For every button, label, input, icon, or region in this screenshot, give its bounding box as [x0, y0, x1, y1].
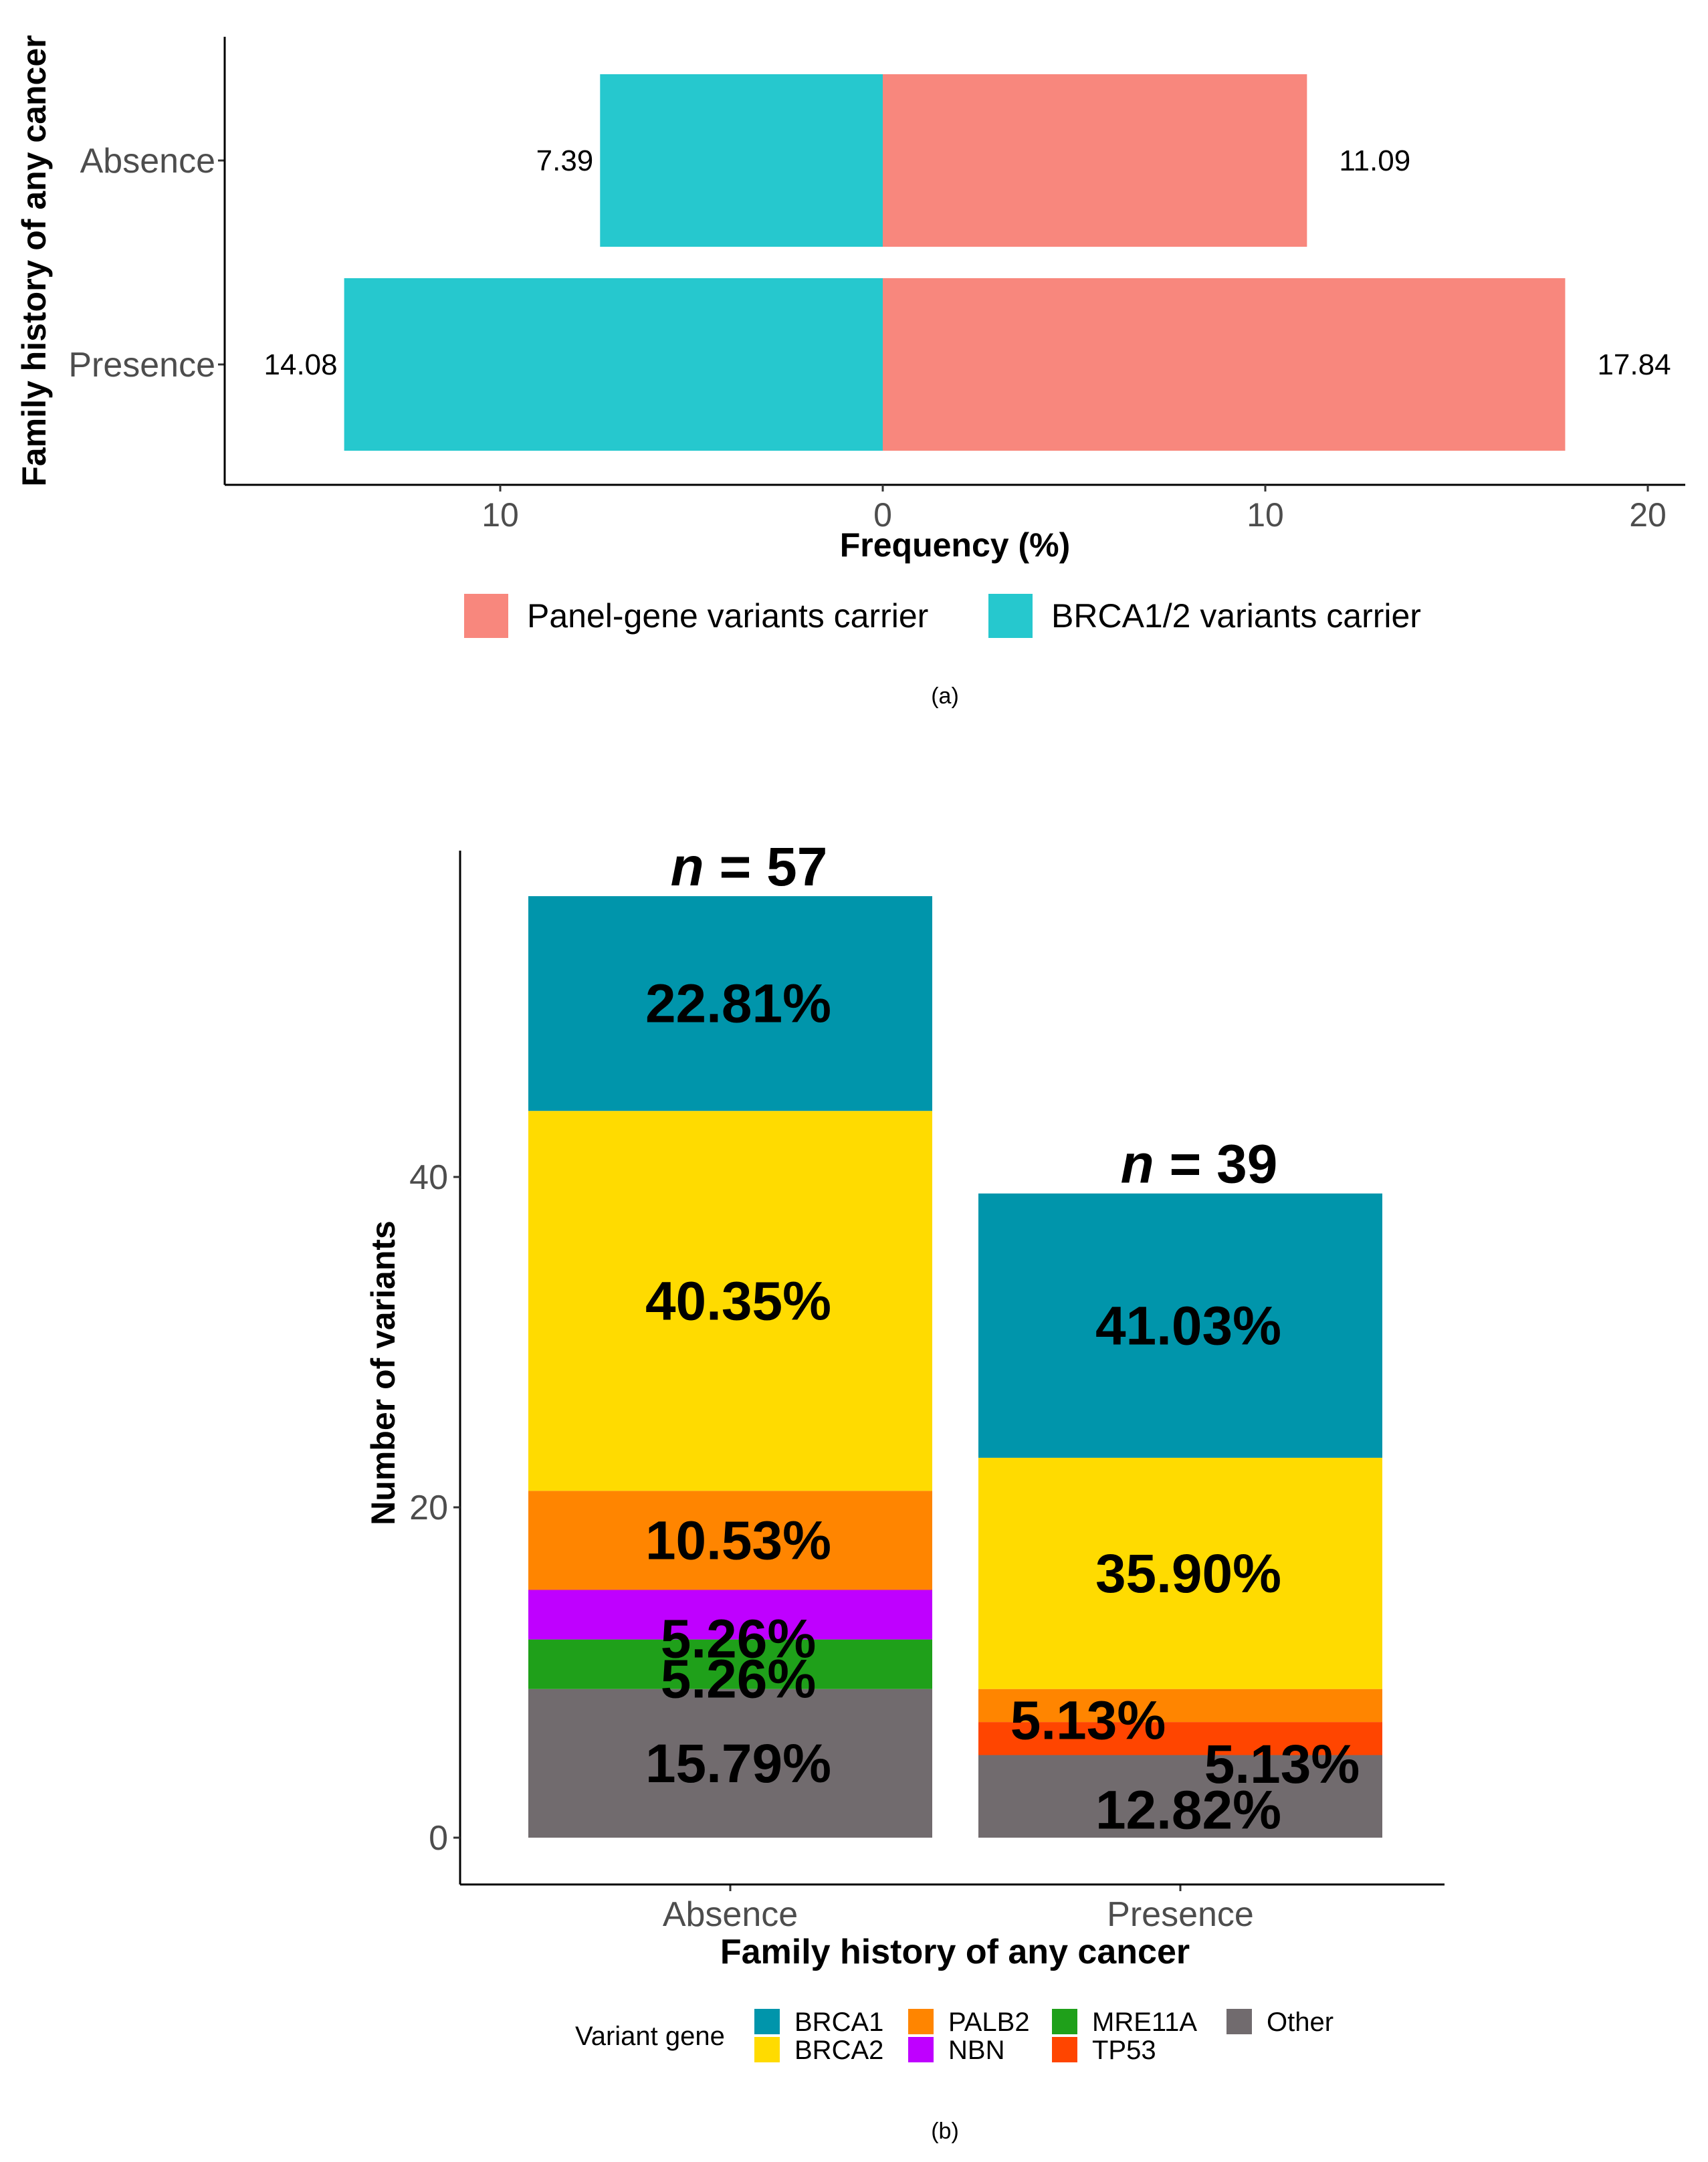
legend-swatch: [464, 594, 508, 638]
total-value: 57: [766, 837, 827, 897]
y-axis-title-a: Family history of any cancer: [15, 35, 53, 486]
legend-swatch-brca2: [754, 2037, 780, 2062]
legend-label-palb2: PALB2: [948, 2008, 1030, 2037]
bar-brca1-2-variants-carrier-presence: [344, 278, 883, 451]
legend-label-brca2: BRCA2: [794, 2036, 883, 2065]
caption-b: (b): [931, 2119, 959, 2144]
bar-panel-gene-variants-carrier-absence: [883, 74, 1307, 247]
bar-segment-other-presence: [978, 1755, 1382, 1838]
legend-swatch-other: [1226, 2009, 1252, 2034]
x-tick-label: 10: [1247, 496, 1284, 534]
segment-label-palb2-absence: 10.53%: [645, 1510, 831, 1571]
bar-segment-brca1-absence: [528, 896, 932, 1111]
x-axis-title-a: Frequency (%): [840, 526, 1071, 564]
caption-a: (a): [931, 683, 959, 709]
segment-label-brca2-absence: 40.35%: [645, 1271, 831, 1331]
segment-label-mre11a-absence: 5.26%: [661, 1649, 817, 1710]
total-n-symbol: n: [1121, 1134, 1154, 1195]
legend-label-brca1: BRCA1: [794, 2008, 883, 2037]
bar-segment-other-absence: [528, 1689, 932, 1838]
legend-label: Panel-gene variants carrier: [527, 597, 928, 635]
x-tick-label: 20: [1629, 496, 1667, 534]
y-axis-title-b: Number of variants: [364, 1220, 402, 1525]
total-n-symbol: n: [671, 837, 704, 897]
legend-label: BRCA1/2 variants carrier: [1051, 597, 1421, 635]
legend-swatch-tp53: [1052, 2037, 1077, 2062]
legend-label-mre11a: MRE11A: [1092, 2008, 1197, 2037]
label-panel-presence: 17.84: [1597, 348, 1671, 381]
bar-brca1-2-variants-carrier-absence: [600, 74, 883, 247]
legend-label-tp53: TP53: [1092, 2036, 1156, 2065]
panel-a: 7.39 11.09 Absence 14.08 17.84 Presence 10 0 10 2…: [15, 35, 1685, 709]
segment-label-other-presence: 12.82%: [1095, 1779, 1281, 1840]
legend-swatch: [988, 594, 1033, 638]
x-tick-label-b-absence: Absence: [663, 1895, 798, 1934]
bar-segment-mre11a-absence: [528, 1639, 932, 1689]
legend-a: Panel-gene variants carrier BRCA1/2 varia…: [464, 594, 1421, 638]
bar-segment-tp53-presence: [978, 1722, 1382, 1755]
bar-segment-nbn-absence: [528, 1590, 932, 1640]
segment-label-brca1-absence: 22.81%: [645, 974, 831, 1035]
segment-label-nbn-absence: 5.26%: [661, 1609, 817, 1670]
label-brca-presence: 14.08: [264, 348, 338, 381]
total-label-presence: n = 39: [1121, 1134, 1278, 1195]
y-tick-label-b: 40: [409, 1158, 448, 1197]
x-tick-label: 0: [873, 496, 892, 534]
segment-label-other-absence: 15.79%: [645, 1733, 831, 1794]
bar-segment-palb2-absence: [528, 1491, 932, 1590]
total-label-absence: n = 57: [671, 837, 828, 897]
x-axis-title-b: Family history of any cancer: [720, 1933, 1190, 1971]
label-panel-absence: 11.09: [1339, 144, 1410, 177]
segment-label-tp53-presence: 5.13%: [1204, 1734, 1360, 1795]
legend-title-b: Variant gene: [575, 2022, 725, 2051]
bar-segment-brca2-absence: [528, 1111, 932, 1491]
legend-label-other: Other: [1267, 2008, 1333, 2037]
legend-swatch-brca1: [754, 2009, 780, 2034]
y-tick-label-absence: Absence: [80, 142, 215, 181]
legend-swatch-nbn: [908, 2037, 934, 2062]
total-value: 39: [1216, 1134, 1277, 1195]
total-equals: =: [704, 837, 766, 897]
x-tick-label-b-presence: Presence: [1107, 1895, 1254, 1934]
legend-swatch-palb2: [908, 2009, 934, 2034]
segment-label-brca1-presence: 41.03%: [1095, 1295, 1281, 1356]
panel-b: 15.79% 5.26%5.26% 10.53% 40.35% 22.81% n = 57…: [364, 837, 1445, 2144]
legend-label-nbn: NBN: [948, 2036, 1004, 2065]
total-equals: =: [1154, 1134, 1216, 1195]
bar-segment-palb2-presence: [978, 1689, 1382, 1723]
label-brca-absence: 7.39: [536, 144, 594, 177]
bar-segment-brca2-presence: [978, 1457, 1382, 1689]
segment-label-brca2-presence: 35.90%: [1095, 1543, 1281, 1604]
y-tick-label-presence: Presence: [68, 346, 215, 385]
x-tick-label: 10: [482, 496, 519, 534]
bar-segment-brca1-presence: [978, 1193, 1382, 1458]
segment-label-palb2-presence: 5.13%: [1010, 1690, 1166, 1751]
bar-panel-gene-variants-carrier-presence: [883, 278, 1566, 451]
y-tick-label-b: 0: [429, 1819, 448, 1858]
y-tick-label-b: 20: [409, 1489, 448, 1527]
legend-swatch-mre11a: [1052, 2009, 1077, 2034]
